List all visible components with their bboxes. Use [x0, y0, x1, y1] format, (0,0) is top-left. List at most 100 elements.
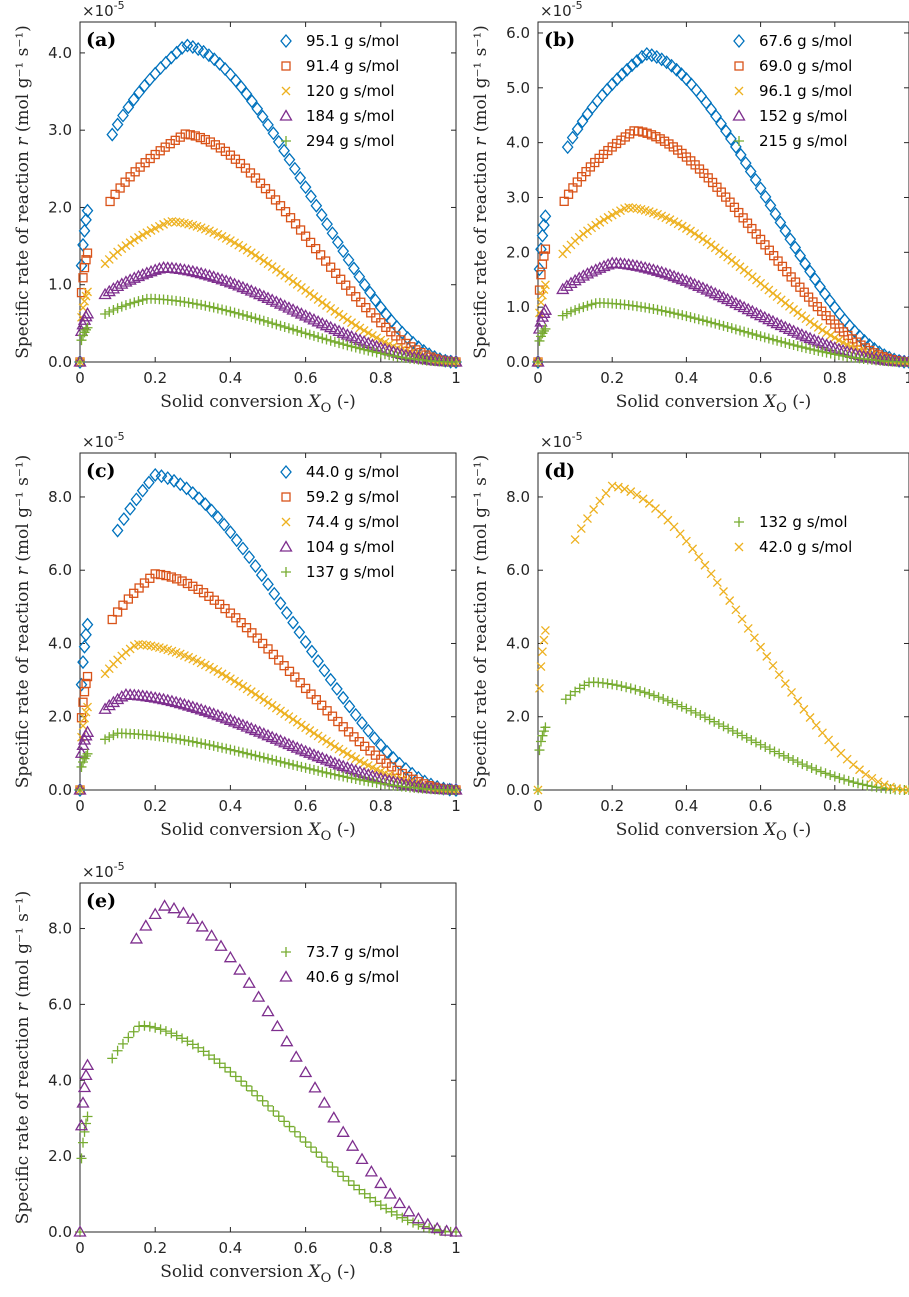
data-point — [127, 92, 140, 107]
data-point — [311, 695, 321, 705]
data-point — [230, 676, 240, 686]
data-point — [289, 1126, 300, 1137]
data-point — [565, 306, 576, 317]
data-point — [301, 723, 311, 733]
data-point — [168, 473, 180, 488]
data-point — [290, 219, 301, 229]
data-point — [371, 347, 382, 358]
data-point — [902, 355, 909, 367]
data-point — [681, 536, 691, 546]
data-point — [439, 1224, 454, 1236]
data-point — [272, 134, 285, 149]
data-point — [80, 212, 92, 227]
data-point — [349, 732, 359, 742]
data-point — [230, 238, 240, 248]
data-point — [171, 1030, 182, 1041]
data-point — [715, 116, 727, 131]
series-4 — [73, 260, 463, 367]
data-point — [74, 746, 89, 758]
data-point — [171, 733, 182, 744]
data-point — [820, 768, 831, 779]
data-point — [308, 1081, 322, 1093]
data-point — [817, 728, 827, 738]
data-point — [249, 558, 262, 574]
data-point — [183, 735, 194, 746]
data-point — [82, 1111, 93, 1122]
data-point — [76, 1153, 87, 1164]
data-point — [107, 614, 117, 625]
data-point — [120, 300, 131, 311]
data-point — [317, 700, 327, 710]
data-point — [224, 525, 237, 540]
data-point — [737, 614, 747, 624]
data-point — [809, 344, 820, 355]
data-point — [279, 322, 290, 333]
data-point — [106, 127, 119, 142]
data-point — [392, 1196, 407, 1209]
data-point — [767, 334, 778, 345]
data-point — [574, 303, 585, 314]
data-point — [336, 1125, 350, 1137]
data-point — [265, 189, 276, 199]
data-point — [780, 679, 790, 689]
data-point — [670, 62, 683, 77]
data-point — [134, 232, 143, 242]
data-point — [630, 259, 644, 271]
data-point — [688, 544, 698, 554]
data-point — [709, 716, 720, 727]
data-point — [267, 318, 278, 329]
data-point — [843, 775, 854, 786]
data-point — [288, 324, 299, 335]
data-point — [694, 552, 704, 562]
data-point — [583, 226, 592, 236]
data-point — [246, 248, 256, 258]
data-point — [331, 681, 343, 696]
data-point — [331, 268, 341, 278]
legend-label: 96.1 g s/mol — [759, 82, 852, 100]
data-point — [258, 752, 269, 763]
axes-box — [79, 882, 457, 1233]
data-point — [391, 1209, 402, 1220]
data-point — [904, 785, 909, 795]
y-tick-label: 0.0 — [48, 353, 72, 371]
data-point — [221, 233, 231, 243]
data-point — [191, 299, 202, 310]
data-point — [305, 726, 315, 735]
data-point — [252, 1090, 263, 1101]
data-point — [681, 224, 691, 233]
data-point — [334, 309, 344, 319]
data-point — [288, 714, 298, 724]
data-point — [108, 730, 119, 741]
series-5 — [75, 293, 461, 367]
y-tick-label: 8.0 — [48, 920, 72, 938]
data-point — [677, 221, 687, 231]
data-point — [267, 262, 277, 272]
data-point — [111, 117, 124, 132]
data-point — [586, 299, 597, 310]
data-point — [225, 306, 236, 317]
data-point — [139, 1020, 150, 1031]
data-point — [263, 753, 273, 764]
data-point — [278, 143, 290, 158]
data-point — [80, 713, 89, 723]
data-point — [776, 336, 787, 347]
data-point — [589, 505, 599, 514]
data-point — [587, 223, 597, 233]
legend-marker — [281, 492, 291, 502]
data-point — [819, 286, 831, 301]
data-point — [251, 689, 260, 699]
data-point — [78, 223, 91, 238]
data-point — [268, 586, 281, 601]
data-point — [180, 129, 190, 139]
data-point — [396, 325, 409, 340]
data-point — [237, 541, 249, 556]
data-point — [316, 1152, 327, 1163]
x-tick-label: 0.4 — [218, 1239, 242, 1257]
data-point — [401, 330, 414, 345]
data-point — [205, 503, 218, 518]
data-point — [78, 721, 88, 731]
data-point — [367, 777, 378, 788]
data-point — [203, 48, 215, 63]
data-point — [792, 341, 803, 352]
data-point — [611, 72, 623, 87]
